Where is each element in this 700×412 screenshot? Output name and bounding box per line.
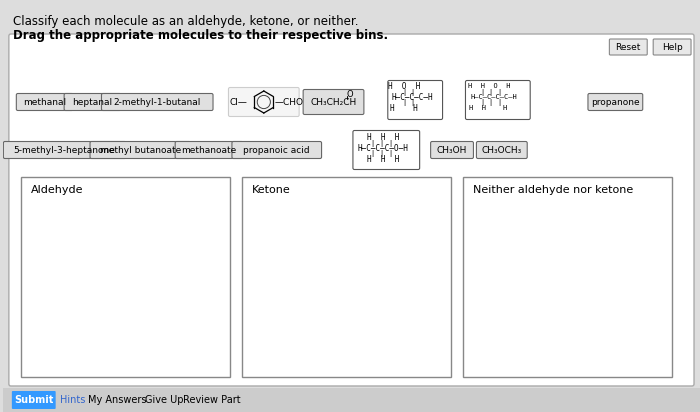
Text: |: |: [379, 140, 384, 147]
FancyBboxPatch shape: [175, 141, 243, 159]
FancyBboxPatch shape: [232, 141, 321, 159]
FancyBboxPatch shape: [16, 94, 73, 110]
FancyBboxPatch shape: [9, 34, 694, 386]
Text: |: |: [480, 89, 484, 96]
FancyBboxPatch shape: [242, 177, 451, 377]
Text: |: |: [480, 98, 484, 105]
FancyBboxPatch shape: [388, 80, 442, 119]
FancyBboxPatch shape: [64, 94, 121, 110]
FancyBboxPatch shape: [477, 141, 527, 159]
Text: H–C–C–C–C–H: H–C–C–C–C–H: [470, 94, 517, 100]
Text: |: |: [410, 98, 414, 105]
Text: methanoate: methanoate: [181, 145, 237, 154]
Text: |: |: [389, 140, 393, 147]
FancyBboxPatch shape: [102, 94, 213, 110]
FancyBboxPatch shape: [466, 80, 530, 119]
Text: H  H  H: H H H: [367, 133, 400, 141]
Text: |: |: [402, 89, 407, 96]
Text: propanone: propanone: [591, 98, 640, 106]
Text: |: |: [402, 98, 407, 105]
FancyBboxPatch shape: [3, 388, 700, 412]
Text: —CHO: —CHO: [274, 98, 303, 106]
Text: |: |: [498, 98, 502, 105]
FancyBboxPatch shape: [228, 87, 299, 117]
Text: Drag the appropriate molecules to their respective bins.: Drag the appropriate molecules to their …: [13, 29, 388, 42]
Text: My Answers: My Answers: [88, 395, 147, 405]
Text: Ketone: Ketone: [252, 185, 290, 195]
Text: H  H  O  H: H H O H: [468, 83, 510, 89]
Text: O: O: [346, 89, 353, 98]
Text: |: |: [489, 98, 493, 105]
Text: Review Part: Review Part: [183, 395, 241, 405]
Text: Neither aldehyde nor ketone: Neither aldehyde nor ketone: [473, 185, 634, 195]
FancyBboxPatch shape: [4, 141, 126, 159]
FancyBboxPatch shape: [610, 39, 648, 55]
Text: Classify each molecule as an aldehyde, ketone, or neither.: Classify each molecule as an aldehyde, k…: [13, 15, 358, 28]
FancyBboxPatch shape: [353, 131, 420, 169]
Text: Aldehyde: Aldehyde: [31, 185, 83, 195]
Text: CH₃CH₂CH: CH₃CH₂CH: [310, 98, 356, 106]
FancyBboxPatch shape: [588, 94, 643, 110]
Text: CH₃OCH₃: CH₃OCH₃: [482, 145, 522, 154]
Text: H–C–C–C–O–H: H–C–C–C–O–H: [358, 143, 409, 152]
FancyBboxPatch shape: [303, 89, 364, 115]
FancyBboxPatch shape: [90, 141, 190, 159]
FancyBboxPatch shape: [21, 177, 230, 377]
Text: |: |: [410, 89, 414, 96]
Text: H–C–C–C–H: H–C–C–C–H: [391, 93, 433, 101]
FancyBboxPatch shape: [12, 391, 56, 409]
Text: propanoic acid: propanoic acid: [244, 145, 310, 154]
Text: |: |: [389, 150, 393, 157]
Text: methanal: methanal: [23, 98, 66, 106]
Text: methyl butanoate: methyl butanoate: [99, 145, 181, 154]
Text: |: |: [370, 150, 374, 157]
Text: Reset: Reset: [615, 42, 641, 52]
Text: H  H  H: H H H: [367, 154, 400, 164]
Text: Cl—: Cl—: [230, 98, 248, 106]
Text: Submit: Submit: [14, 395, 53, 405]
FancyBboxPatch shape: [653, 39, 691, 55]
Text: H  O  H: H O H: [388, 82, 421, 91]
FancyBboxPatch shape: [430, 141, 473, 159]
Text: H  H    H: H H H: [469, 105, 507, 111]
Text: Give Up: Give Up: [145, 395, 183, 405]
Text: 2-methyl-1-butanal: 2-methyl-1-butanal: [113, 98, 201, 106]
Text: 5-methyl-3-heptanone: 5-methyl-3-heptanone: [14, 145, 116, 154]
Text: H    H: H H: [391, 103, 418, 112]
Text: |: |: [379, 150, 384, 157]
Text: |: |: [489, 89, 493, 96]
Text: |: |: [370, 140, 374, 147]
Text: CH₃OH: CH₃OH: [437, 145, 467, 154]
Text: |: |: [498, 89, 502, 96]
Text: Hints: Hints: [60, 395, 85, 405]
FancyBboxPatch shape: [463, 177, 672, 377]
Text: Help: Help: [662, 42, 682, 52]
Text: heptanal: heptanal: [73, 98, 113, 106]
